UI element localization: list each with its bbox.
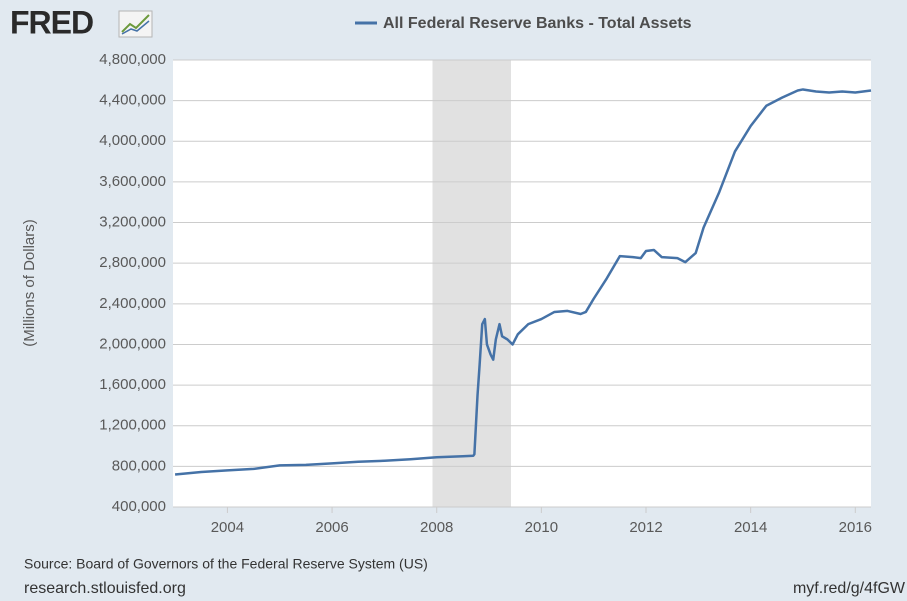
plot-area: [173, 60, 871, 507]
y-tick-label: 2,000,000: [99, 335, 166, 352]
y-tick-label: 4,000,000: [99, 132, 166, 149]
y-tick-label: 4,800,000: [99, 51, 166, 68]
logo-icon: [118, 10, 153, 38]
y-tick-label: 800,000: [112, 457, 166, 474]
legend-label: All Federal Reserve Banks - Total Assets: [383, 15, 692, 32]
recession-shade: [432, 60, 512, 507]
logo: FRED: [10, 4, 93, 40]
y-tick-label: 4,400,000: [99, 92, 166, 109]
y-tick-label: 3,600,000: [99, 173, 166, 190]
y-tick-label: 3,200,000: [99, 214, 166, 231]
x-tick-label: 2008: [420, 519, 453, 536]
y-tick-label: 1,200,000: [99, 417, 166, 434]
y-tick-label: 2,800,000: [99, 254, 166, 271]
y-tick-label: 1,600,000: [99, 376, 166, 393]
x-tick-label: 2016: [839, 519, 872, 536]
y-axis-label: (Millions of Dollars): [21, 219, 38, 347]
x-tick-label: 2010: [525, 519, 558, 536]
x-tick-label: 2014: [734, 519, 767, 536]
x-tick-label: 2004: [211, 519, 244, 536]
site: research.stlouisfed.org: [24, 580, 186, 597]
link[interactable]: myf.red/g/4fGW: [793, 580, 906, 597]
x-tick-label: 2012: [629, 519, 662, 536]
source: Source: Board of Governors of the Federa…: [24, 556, 428, 572]
x-tick-label: 2006: [315, 519, 348, 536]
series-line: [174, 88, 872, 476]
y-tick-label: 2,400,000: [99, 295, 166, 312]
y-tick-label: 400,000: [112, 498, 166, 515]
